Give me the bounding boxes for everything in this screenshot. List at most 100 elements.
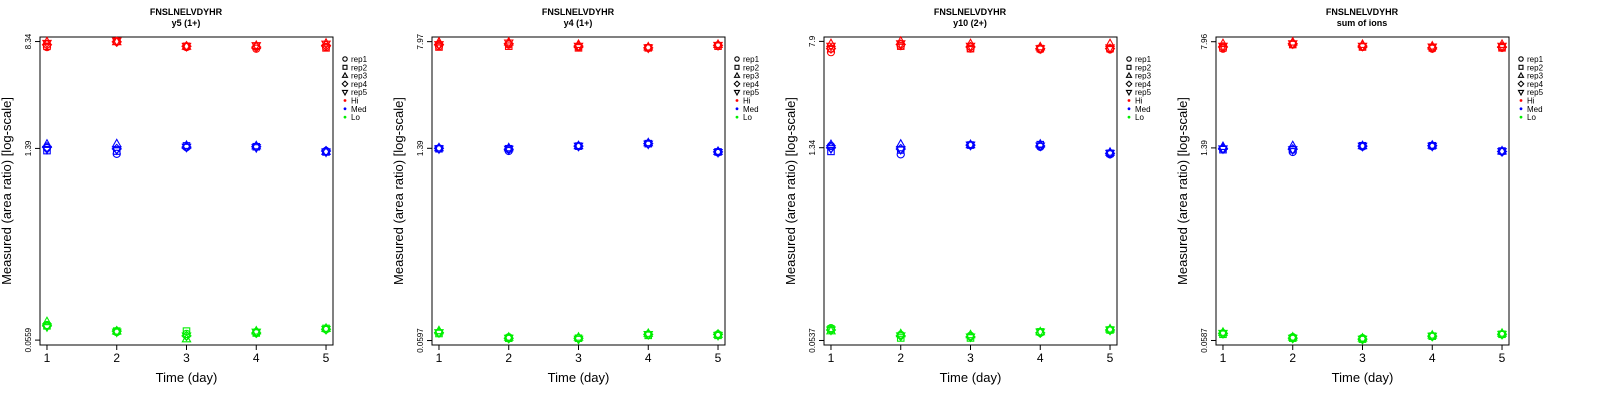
- legend-marker-rep3: [733, 71, 741, 78]
- data-point-lo-rep5: [825, 326, 837, 336]
- legend-marker-rep2: [734, 64, 740, 70]
- legend-label-hi: Hi: [1527, 97, 1535, 106]
- legend-label-med: Med: [1135, 105, 1151, 114]
- panel-y5: FNSLNELVDYHR y5 (1+) 1 2 3 4 5 0.0559 1.39 8.34…: [0, 7, 368, 385]
- data-point-med-rep5: [1357, 142, 1368, 152]
- panel-title: FNSLNELVDYHR: [934, 7, 1007, 17]
- data-point-med-rep5: [643, 140, 654, 150]
- legend-label-lo: Lo: [1527, 113, 1536, 122]
- data-point-hi-rep5: [41, 39, 53, 49]
- data-point-hi-rep5: [895, 40, 906, 50]
- data-point-lo-rep5: [320, 325, 332, 335]
- x-tick-label: 3: [575, 351, 582, 365]
- x-tick-label: 4: [253, 351, 260, 365]
- y-tick-label: 8.34: [24, 33, 33, 49]
- data-point-hi-rep2: [504, 42, 513, 50]
- data-point-hi-rep3: [181, 40, 192, 50]
- data-point-hi-rep5: [573, 42, 584, 52]
- legend-label-rep3: rep3: [1527, 72, 1544, 81]
- legend-label-rep4: rep4: [1135, 80, 1152, 89]
- data-point-lo-rep5: [895, 332, 906, 342]
- data-point-hi-rep5: [433, 41, 445, 51]
- data-point-hi-rep3: [712, 38, 724, 48]
- data-point-med-rep3: [643, 137, 654, 147]
- data-point-med-rep5: [111, 146, 122, 156]
- y-axis-label: Measured (area ratio) [log-scale]: [391, 97, 406, 285]
- legend-label-rep2: rep2: [351, 63, 368, 72]
- data-point-hi-rep5: [1496, 42, 1508, 52]
- x-tick-label: 5: [323, 351, 330, 365]
- data-point-med-rep2: [827, 147, 835, 156]
- data-point-lo-rep3: [712, 328, 724, 338]
- data-point-med-rep5: [181, 143, 192, 153]
- legend-marker-lo: [1127, 115, 1131, 119]
- y-tick-label: 1.39: [24, 140, 33, 156]
- data-point-hi-rep4: [825, 43, 837, 54]
- legend-marker-rep2: [1126, 64, 1132, 70]
- y-tick-label: 0.0597: [416, 328, 425, 353]
- x-tick-label: 3: [967, 351, 974, 365]
- legend-label-rep2: rep2: [1135, 63, 1152, 72]
- x-tick-label: 1: [436, 351, 443, 365]
- legend-label-rep1: rep1: [743, 55, 760, 64]
- legend-marker-rep3: [1517, 71, 1525, 78]
- legend-label-lo: Lo: [351, 113, 360, 122]
- data-point-med-rep3: [712, 145, 724, 155]
- data-point-hi-rep5: [1217, 42, 1229, 52]
- legend-marker-hi: [1127, 99, 1131, 102]
- data-point-hi-rep5: [1035, 45, 1046, 55]
- data-point-lo-rep5: [965, 333, 976, 343]
- data-point-hi-rep5: [181, 42, 192, 52]
- data-point-med-rep5: [573, 142, 584, 152]
- legend-marker-rep1: [1518, 56, 1524, 62]
- x-axis-label: Time (day): [548, 370, 610, 385]
- x-tick-label: 1: [1220, 351, 1227, 365]
- legend-label-rep3: rep3: [743, 72, 760, 81]
- legend-marker-rep4: [1517, 80, 1525, 88]
- y-tick-label: 0.0537: [808, 328, 817, 353]
- panel-title: FNSLNELVDYHR: [1326, 7, 1399, 17]
- data-point-med-rep3: [1357, 140, 1368, 150]
- legend-label-hi: Hi: [1135, 97, 1143, 106]
- data-point-lo-rep5: [1287, 334, 1298, 344]
- legend-label-rep1: rep1: [351, 55, 368, 64]
- data-point-hi-rep5: [1287, 40, 1298, 50]
- data-point-lo-rep5: [1357, 335, 1368, 345]
- data-point-lo-rep5: [1035, 328, 1046, 338]
- data-point-lo-rep5: [111, 328, 122, 338]
- legend-marker-hi: [735, 99, 739, 102]
- data-point-med-rep3: [825, 139, 837, 149]
- data-point-med-rep5: [1496, 148, 1508, 158]
- legend-label-rep1: rep1: [1135, 55, 1152, 64]
- data-point-med-rep5: [251, 144, 262, 154]
- legend-label-med: Med: [1527, 105, 1543, 114]
- data-point-lo-rep5: [181, 332, 192, 342]
- legend-marker-rep5: [733, 89, 741, 97]
- data-point-med-rep3: [895, 138, 906, 148]
- data-point-lo-rep5: [433, 329, 445, 339]
- data-point-med-rep5: [1287, 146, 1298, 156]
- x-tick-label: 5: [1499, 351, 1506, 365]
- legend-label-lo: Lo: [743, 113, 752, 122]
- plot-frame: [1215, 36, 1510, 346]
- legend-marker-rep2: [342, 64, 348, 70]
- x-axis-label: Time (day): [940, 370, 1002, 385]
- data-point-hi-rep5: [111, 37, 122, 47]
- legend-marker-rep5: [1517, 89, 1525, 97]
- x-tick-label: 5: [715, 351, 722, 365]
- x-axis-label: Time (day): [1332, 370, 1394, 385]
- panel-subtitle: sum of ions: [1337, 18, 1388, 28]
- legend-label-med: Med: [351, 105, 367, 114]
- y-tick-label: 1.39: [1200, 140, 1209, 156]
- x-tick-label: 5: [1107, 351, 1114, 365]
- x-tick-label: 2: [897, 351, 904, 365]
- data-point-med-rep3: [1287, 140, 1298, 150]
- legend-marker-lo: [735, 115, 739, 119]
- data-point-med-rep3: [320, 145, 332, 155]
- x-tick-label: 3: [1359, 351, 1366, 365]
- legend-marker-rep1: [1126, 56, 1132, 62]
- plot-frame: [431, 36, 726, 346]
